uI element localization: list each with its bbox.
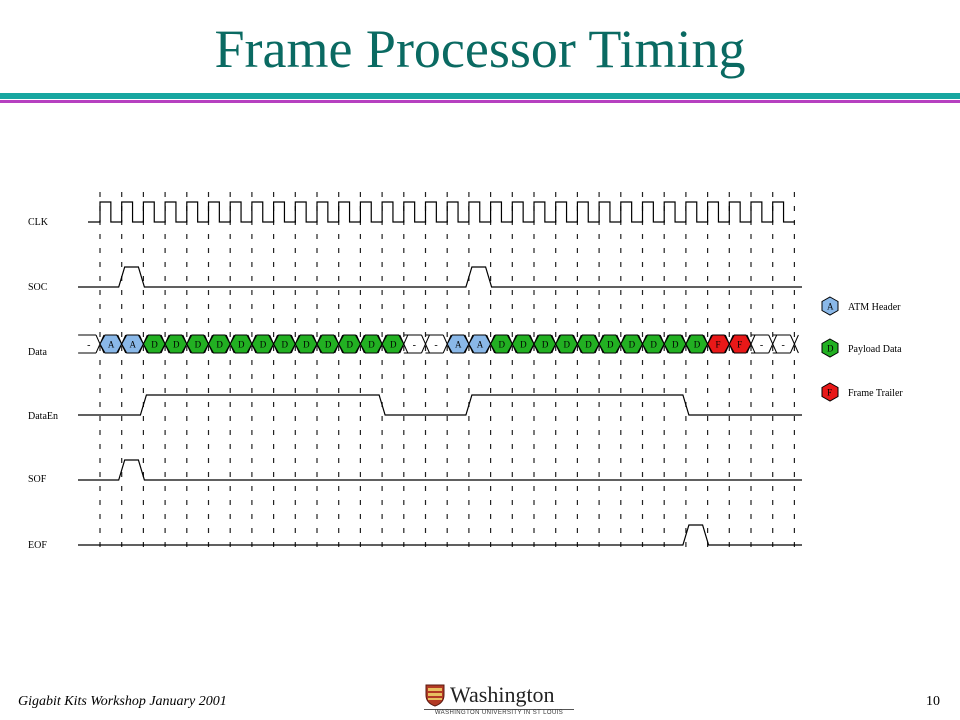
data-cell-label: A — [130, 340, 137, 350]
data-cell-label: D — [585, 340, 592, 350]
data-cell-label: D — [629, 340, 636, 350]
logo-wordmark: Washington — [450, 682, 555, 707]
data-cell-label: D — [260, 340, 267, 350]
signal-label-soc: SOC — [28, 282, 48, 293]
data-cell-label: - — [760, 340, 763, 351]
logo-subtext: WASHINGTON UNIVERSITY IN ST LOUIS — [424, 709, 574, 716]
data-bus-crossing — [421, 334, 430, 354]
data-cell-label: D — [238, 340, 245, 350]
legend-swatch-a — [821, 296, 839, 316]
data-cell-label: D — [390, 340, 397, 350]
data-cell-label: F — [715, 340, 720, 350]
timing-diagram: CLK SOC Data DataEn SOF EOF - A A D D D D D D D D D D D D - -… — [28, 192, 903, 556]
legend-symbol: D — [827, 344, 834, 354]
data-cell-label: D — [173, 340, 180, 350]
dataen-waveform — [78, 394, 802, 416]
data-cell-label: A — [455, 340, 462, 350]
data-cell-label: - — [413, 340, 416, 351]
data-bus-crossing — [789, 334, 799, 354]
page-number: 10 — [926, 694, 940, 709]
signal-label-clk: CLK — [28, 217, 49, 228]
data-cell-label: A — [108, 340, 115, 350]
data-bus-idle-cell — [772, 334, 791, 354]
data-cell-label: A — [477, 340, 484, 350]
data-cell-label: D — [281, 340, 288, 350]
data-bus-idle-cell — [751, 334, 769, 354]
signal-label-eof: EOF — [28, 540, 47, 551]
signal-label-dataen: DataEn — [28, 411, 58, 422]
data-bus-idle-cell — [78, 334, 96, 354]
data-cell-label: D — [303, 340, 310, 350]
data-cell-label: D — [672, 340, 679, 350]
slide-title: Frame Processor Timing — [214, 19, 746, 79]
shield-icon — [425, 684, 445, 707]
legend-symbol: A — [827, 302, 834, 312]
data-cell-label: - — [782, 340, 785, 351]
legend-swatch-d — [821, 338, 839, 358]
data-cell-label: D — [542, 340, 549, 350]
title-rule-teal — [0, 93, 960, 99]
data-cell-label: D — [325, 340, 332, 350]
data-cell-label: - — [434, 340, 437, 351]
title-rule-purple — [0, 100, 960, 103]
data-cell-label: D — [368, 340, 375, 350]
data-cell-label: D — [564, 340, 571, 350]
legend-swatch-f — [821, 382, 839, 402]
data-cell-label: D — [151, 340, 158, 350]
data-bus-crossing — [399, 334, 409, 354]
data-bus-idle-cell — [425, 334, 444, 354]
data-cell-label: D — [216, 340, 223, 350]
legend-label: Payload Data — [848, 344, 902, 355]
data-cell-label: D — [520, 340, 527, 350]
legend-symbol: F — [827, 388, 832, 398]
data-cell-label: D — [607, 340, 614, 350]
data-bus-idle-cell — [403, 334, 422, 354]
data-bus-crossing — [746, 334, 756, 354]
clk-waveform — [88, 201, 795, 223]
data-cell-label: D — [498, 340, 505, 350]
legend-label: Frame Trailer — [848, 388, 903, 399]
washington-university-logo: Washington WASHINGTON UNIVERSITY IN ST L… — [424, 682, 574, 716]
data-cell-label: D — [650, 340, 657, 350]
data-cell-label: D — [694, 340, 701, 350]
data-cell-label: D — [195, 340, 202, 350]
data-cell-label: D — [347, 340, 354, 350]
eof-waveform — [78, 524, 802, 546]
data-cell-label: - — [87, 340, 90, 351]
legend-label: ATM Header — [848, 302, 901, 313]
signal-label-data: Data — [28, 347, 47, 358]
signal-label-sof: SOF — [28, 474, 47, 485]
footer-workshop-date: Gigabit Kits Workshop January 2001 — [18, 694, 227, 709]
sof-waveform — [78, 459, 802, 481]
soc-waveform — [78, 266, 802, 288]
data-cell-label: F — [737, 340, 742, 350]
data-bus-crossing — [768, 334, 778, 354]
